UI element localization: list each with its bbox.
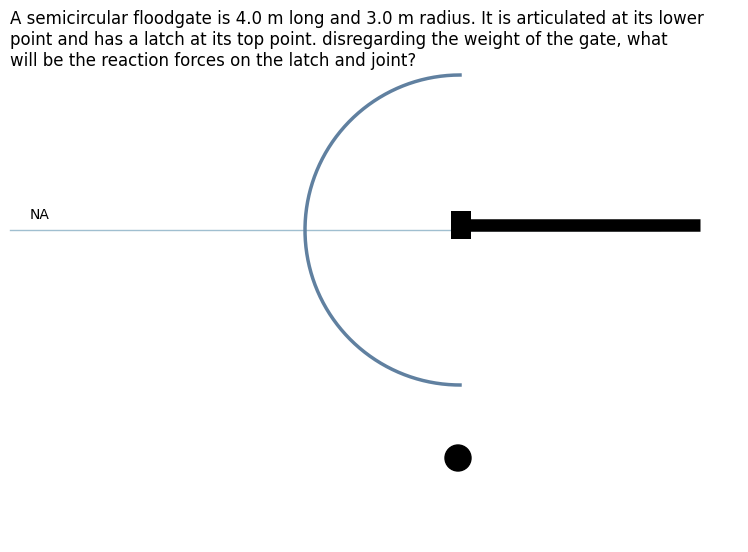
Text: A semicircular floodgate is 4.0 m long and 3.0 m radius. It is articulated at it: A semicircular floodgate is 4.0 m long a… <box>10 10 704 70</box>
Bar <box>451 211 471 239</box>
Circle shape <box>445 445 471 471</box>
Text: NA: NA <box>30 208 50 222</box>
